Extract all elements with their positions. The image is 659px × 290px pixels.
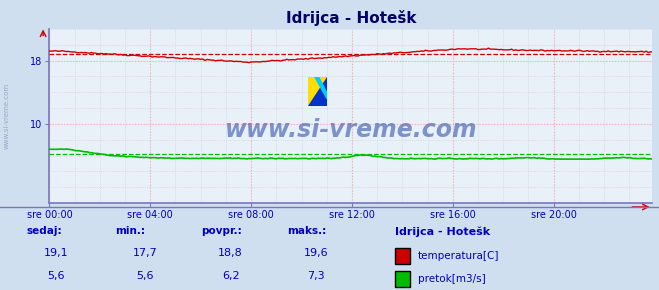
Text: 5,6: 5,6 xyxy=(136,271,154,281)
Text: 18,8: 18,8 xyxy=(218,248,243,258)
Text: min.:: min.: xyxy=(115,226,146,236)
Text: temperatura[C]: temperatura[C] xyxy=(418,251,500,261)
Text: www.si-vreme.com: www.si-vreme.com xyxy=(3,83,10,149)
Text: maks.:: maks.: xyxy=(287,226,326,236)
Text: 6,2: 6,2 xyxy=(222,271,239,281)
Text: Idrijca - Hotešk: Idrijca - Hotešk xyxy=(395,226,490,237)
Polygon shape xyxy=(315,77,327,99)
Text: 17,7: 17,7 xyxy=(132,248,158,258)
Text: pretok[m3/s]: pretok[m3/s] xyxy=(418,274,486,284)
Polygon shape xyxy=(308,77,327,106)
Title: Idrijca - Hotešk: Idrijca - Hotešk xyxy=(285,10,416,26)
Text: povpr.:: povpr.: xyxy=(201,226,242,236)
Polygon shape xyxy=(308,77,327,106)
Text: 19,6: 19,6 xyxy=(304,248,329,258)
Text: 5,6: 5,6 xyxy=(47,271,65,281)
Text: 7,3: 7,3 xyxy=(308,271,325,281)
Text: 19,1: 19,1 xyxy=(43,248,69,258)
Text: www.si-vreme.com: www.si-vreme.com xyxy=(225,118,477,142)
Text: sedaj:: sedaj: xyxy=(26,226,62,236)
